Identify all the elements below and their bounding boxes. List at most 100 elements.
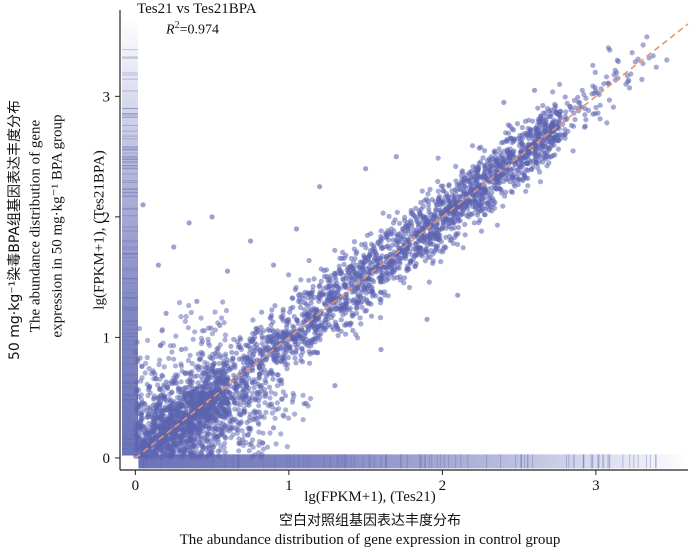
- data-point: [221, 395, 228, 401]
- data-point: [181, 452, 187, 458]
- data-point: [222, 440, 228, 446]
- y-tick-label: 3: [103, 89, 111, 105]
- data-point: [326, 283, 332, 289]
- data-point: [256, 403, 262, 409]
- data-point: [229, 349, 235, 355]
- data-point: [214, 346, 220, 352]
- data-point: [254, 409, 260, 415]
- data-point: [313, 323, 319, 329]
- data-point: [583, 117, 589, 123]
- data-point: [405, 237, 411, 243]
- data-point: [489, 190, 495, 196]
- data-point: [247, 346, 253, 352]
- data-point: [468, 212, 474, 218]
- data-point: [246, 385, 252, 391]
- data-point: [276, 406, 282, 412]
- data-point: [395, 231, 401, 237]
- data-point: [218, 443, 224, 449]
- data-point: [338, 317, 344, 323]
- data-point: [296, 292, 302, 298]
- data-point: [183, 346, 189, 352]
- data-point: [517, 133, 523, 139]
- data-point: [144, 354, 150, 361]
- data-point: [229, 418, 236, 424]
- data-point: [396, 220, 403, 226]
- data-point: [497, 160, 503, 166]
- data-point: [188, 378, 194, 384]
- data-point: [342, 295, 348, 301]
- data-point: [349, 313, 355, 319]
- data-point: [241, 408, 247, 414]
- data-point: [440, 215, 446, 221]
- data-point: [157, 446, 163, 452]
- data-point: [444, 217, 450, 223]
- data-point: [488, 169, 494, 175]
- data-point: [335, 326, 341, 333]
- data-point: [270, 262, 277, 268]
- data-point: [343, 310, 349, 316]
- data-point: [172, 380, 178, 386]
- data-point: [486, 156, 492, 162]
- data-point: [427, 186, 433, 192]
- data-point: [236, 448, 242, 454]
- data-point: [371, 279, 377, 285]
- data-point: [550, 141, 556, 147]
- data-point: [298, 357, 304, 363]
- data-point: [217, 352, 223, 358]
- data-point: [157, 402, 163, 408]
- data-point: [201, 413, 207, 419]
- data-point: [323, 267, 330, 273]
- data-point: [185, 357, 191, 364]
- data-point: [354, 249, 360, 255]
- data-point: [331, 288, 337, 294]
- data-point: [451, 200, 457, 206]
- data-point: [431, 211, 437, 217]
- data-point: [189, 415, 195, 421]
- data-point: [467, 171, 473, 177]
- data-point: [210, 351, 216, 357]
- data-point: [256, 365, 262, 371]
- data-point: [489, 163, 495, 169]
- data-point: [507, 135, 514, 141]
- data-point: [205, 336, 211, 342]
- data-point: [353, 310, 360, 316]
- data-point: [283, 349, 289, 355]
- data-point: [478, 159, 484, 165]
- data-point: [211, 397, 217, 403]
- data-point: [535, 165, 541, 171]
- data-point: [133, 386, 140, 392]
- data-point: [377, 274, 383, 280]
- data-point: [603, 74, 610, 80]
- data-point: [201, 394, 207, 400]
- data-point: [157, 342, 163, 348]
- data-point: [277, 378, 283, 384]
- data-point: [377, 255, 383, 261]
- data-point: [181, 430, 187, 436]
- data-point: [300, 417, 306, 423]
- y-tick-label: 1: [103, 330, 111, 346]
- data-point: [236, 356, 242, 362]
- data-point: [626, 77, 632, 83]
- data-point: [533, 133, 539, 140]
- data-point: [342, 322, 348, 328]
- data-point: [150, 419, 156, 425]
- data-point: [219, 315, 225, 321]
- data-point: [433, 245, 439, 251]
- data-point: [174, 374, 180, 380]
- data-point: [456, 193, 462, 199]
- data-point: [312, 335, 318, 342]
- data-point: [236, 411, 242, 417]
- data-point: [453, 208, 459, 214]
- data-point: [623, 81, 629, 87]
- data-point: [350, 327, 356, 333]
- data-point: [552, 101, 558, 107]
- data-point: [158, 392, 164, 398]
- data-point: [494, 222, 500, 228]
- data-point: [463, 203, 469, 209]
- data-point: [199, 352, 206, 358]
- data-point: [432, 199, 438, 205]
- data-point: [356, 264, 362, 270]
- data-point: [426, 279, 432, 285]
- data-point: [326, 276, 332, 282]
